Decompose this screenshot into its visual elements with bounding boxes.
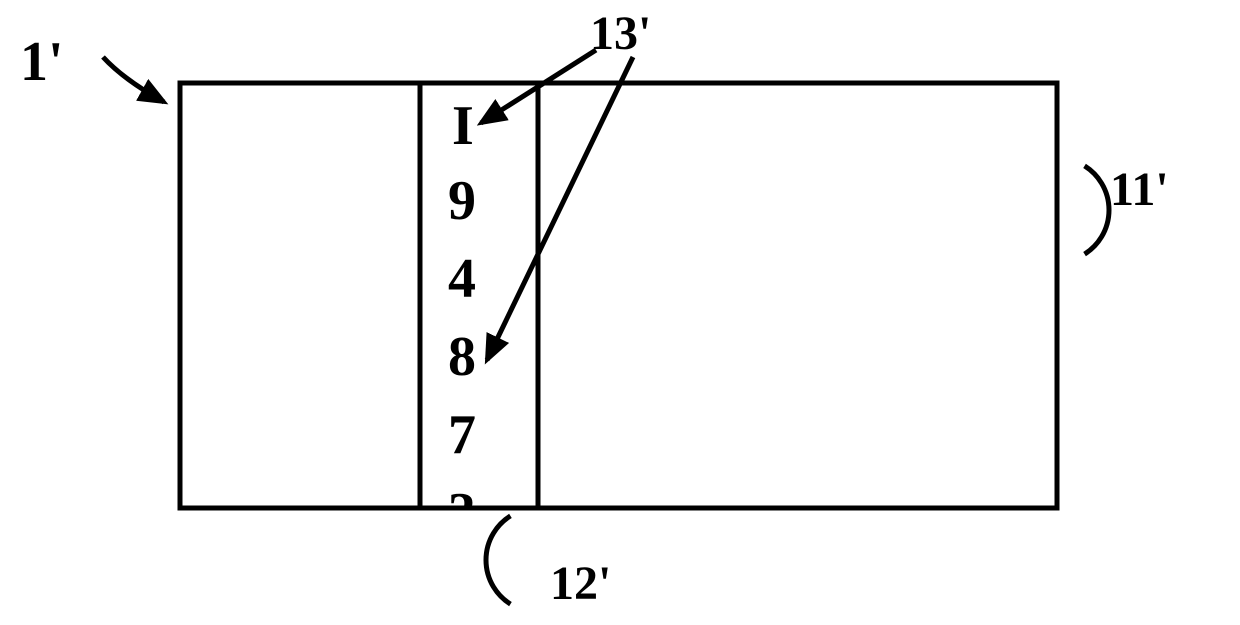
diagram-svg: I 9 4 8 7 3 bbox=[0, 0, 1240, 625]
column-character: 7 bbox=[448, 404, 476, 466]
technical-diagram: I94873 1' 11' 12' 13' bbox=[0, 0, 1240, 625]
main-rectangle bbox=[180, 83, 1057, 508]
column-character: 3 bbox=[448, 482, 476, 544]
column-character: 4 bbox=[448, 248, 476, 310]
callout-leader-11 bbox=[1085, 166, 1109, 254]
callout-leader-1 bbox=[103, 57, 164, 102]
column-character: 9 bbox=[448, 170, 476, 232]
column-character: I bbox=[452, 95, 474, 157]
column-text-group: I 9 4 8 7 3 bbox=[448, 95, 476, 544]
column-character: 8 bbox=[448, 326, 476, 388]
callout-leader-12 bbox=[486, 516, 510, 604]
